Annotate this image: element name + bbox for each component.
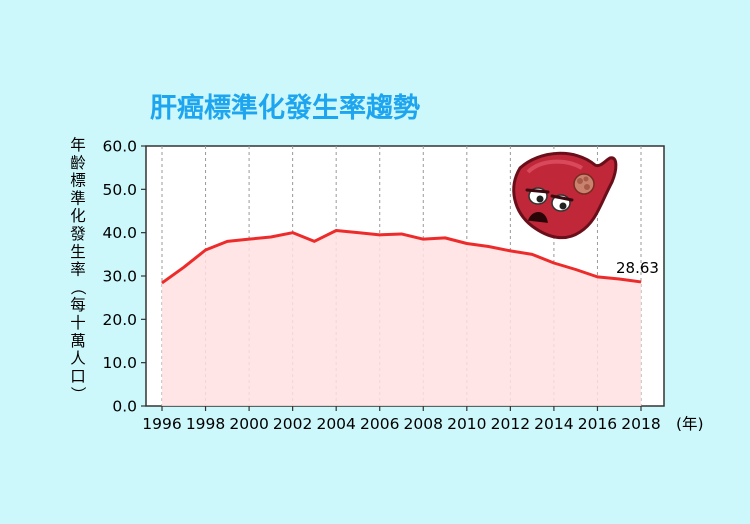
data-point (618, 278, 620, 280)
y-axis-label-char: 發 (70, 225, 86, 243)
x-axis-unit-label: (年) (676, 415, 704, 433)
y-axis: 0.0 10.0 20.0 30.0 40.0 50.0 60.0 (102, 138, 146, 416)
y-axis-label-char: 人 (70, 350, 86, 368)
data-point (335, 230, 337, 231)
data-label-2018: 28.63 (616, 259, 659, 277)
y-axis-label-char: 十 (70, 314, 86, 332)
y-tick-label: 30.0 (102, 268, 137, 286)
x-tick-label: 2002 (273, 415, 312, 433)
x-tick-label: 2018 (621, 415, 660, 433)
chart-title: 肝癌標準化發生率趨勢 (150, 92, 420, 124)
data-area-layer (162, 230, 641, 406)
data-point (596, 276, 598, 278)
data-point (357, 232, 359, 234)
data-point (553, 262, 555, 264)
data-point (575, 269, 577, 270)
data-point (509, 250, 511, 252)
data-point (313, 240, 315, 242)
data-point (292, 232, 294, 234)
data-point (444, 237, 446, 239)
y-tick-label: 60.0 (102, 138, 137, 156)
data-point (466, 243, 468, 244)
y-axis-label-char: 齡 (70, 154, 86, 172)
x-tick-label: 1996 (142, 415, 181, 433)
y-axis-label-char: （ (69, 280, 87, 296)
data-point (379, 234, 381, 236)
x-tick-label: 2006 (360, 415, 399, 433)
y-axis-label-char: 準 (70, 189, 86, 207)
y-axis-label-char: ） (69, 386, 87, 402)
x-tick-label: 2000 (229, 415, 268, 433)
y-axis-label-char: 年 (70, 136, 86, 154)
y-tick-label: 40.0 (102, 224, 137, 242)
y-axis-label-char: 率 (70, 261, 86, 279)
x-tick-label: 2004 (316, 415, 355, 433)
x-tick-label: 2008 (404, 415, 443, 433)
sad-liver-mascot-icon (512, 151, 618, 240)
y-tick-label: 50.0 (102, 181, 137, 199)
y-axis-label-char: 標 (70, 172, 86, 190)
data-line-layer (161, 229, 642, 285)
data-point (226, 240, 228, 242)
data-point (422, 238, 424, 240)
y-tick-label: 10.0 (102, 354, 137, 372)
data-point (248, 238, 250, 240)
series-area (162, 230, 641, 406)
y-tick-label: 0.0 (112, 398, 137, 416)
data-point (488, 246, 490, 248)
data-point (161, 282, 163, 284)
y-axis-label-char: 生 (70, 243, 86, 261)
x-tick-label: 2016 (578, 415, 617, 433)
y-tick-label: 20.0 (102, 311, 137, 329)
data-point (401, 233, 402, 235)
x-axis: 1996 1998 2000 2002 2004 2006 2008 2010 2012 2014… (142, 406, 661, 433)
x-tick-label: 2010 (447, 415, 486, 433)
data-point (205, 249, 207, 251)
data-point (270, 236, 272, 238)
x-tick-label: 2014 (534, 415, 573, 433)
y-axis-label-char: 口 (70, 367, 86, 385)
data-point (183, 266, 185, 268)
y-axis-label-char: 萬 (70, 332, 86, 350)
x-tick-label: 1998 (186, 415, 225, 433)
data-point (640, 281, 642, 283)
y-axis-label-char: 化 (70, 207, 86, 225)
data-point (531, 253, 533, 255)
x-tick-label: 2012 (491, 415, 530, 433)
y-axis-label-char: 每 (70, 296, 86, 314)
